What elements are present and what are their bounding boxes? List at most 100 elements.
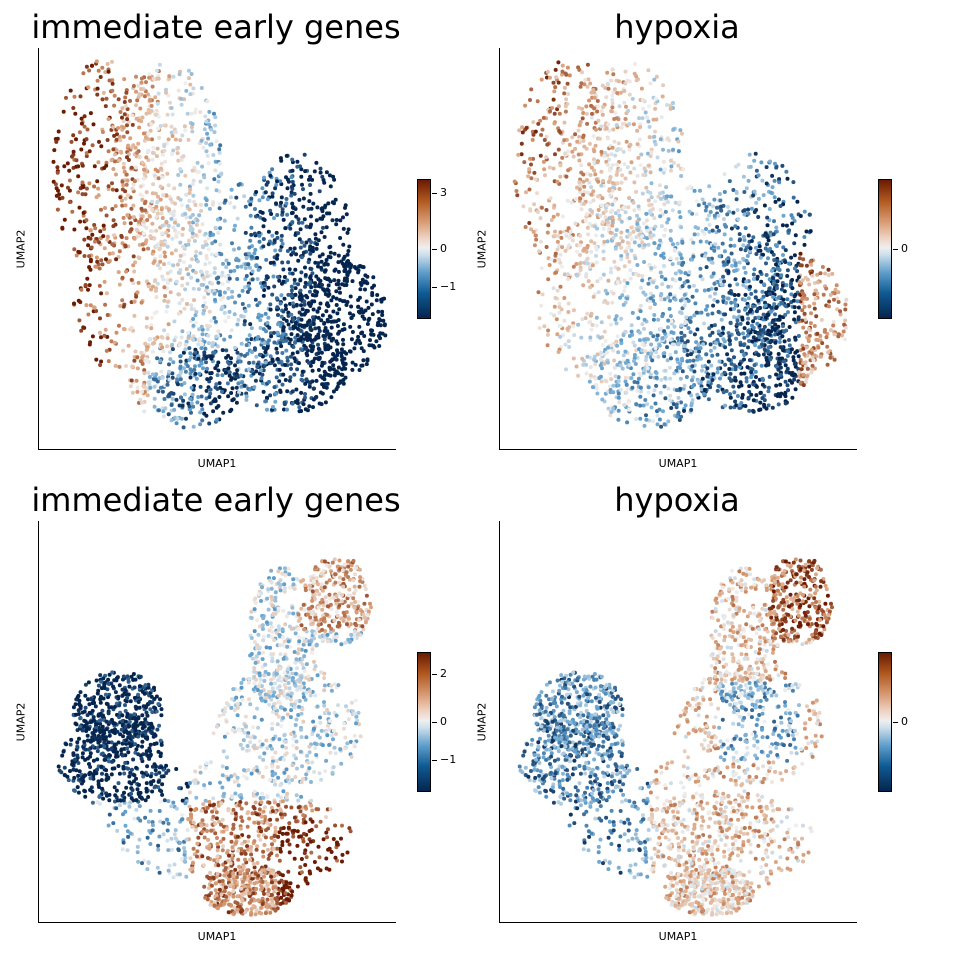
cell-point [715, 352, 720, 357]
cell-point [339, 351, 344, 356]
cell-point [229, 328, 234, 333]
cell-point [144, 324, 149, 329]
cell-point [635, 380, 640, 385]
cell-point [517, 128, 522, 133]
cell-point [167, 369, 172, 374]
cell-point [133, 349, 138, 354]
colorbar-tick-label: 0 [440, 242, 447, 255]
cell-point [154, 154, 159, 159]
cell-point [183, 212, 188, 217]
cell-point [275, 305, 280, 310]
cell-point [787, 261, 792, 266]
cell-point [82, 114, 87, 119]
cell-point [117, 158, 122, 163]
cell-point [303, 395, 307, 400]
cell-point [128, 384, 133, 389]
cell-point [552, 313, 557, 318]
cell-point [552, 304, 557, 309]
cell-point [240, 302, 245, 306]
cell-point [146, 131, 151, 136]
cell-point [121, 215, 126, 220]
cell-point [208, 376, 213, 381]
cell-point [635, 142, 640, 147]
cell-point [780, 283, 785, 288]
cell-point [639, 285, 643, 290]
cell-point [79, 121, 84, 126]
cell-point [632, 353, 637, 357]
cell-point [366, 318, 371, 323]
cell-point [614, 123, 619, 128]
cell-point [220, 348, 225, 353]
cell-point [678, 298, 683, 303]
cell-point [671, 242, 675, 247]
cell-point [105, 138, 110, 142]
cell-point [287, 378, 292, 383]
cell-point [263, 350, 268, 354]
cell-point [671, 147, 676, 152]
cell-point [785, 349, 790, 354]
cell-point [328, 184, 333, 189]
cell-point [350, 360, 355, 365]
cell-point [310, 247, 315, 252]
cell-point [792, 377, 797, 382]
cell-point [581, 111, 586, 115]
cell-point [82, 124, 87, 129]
cell-point [712, 197, 717, 202]
cell-point [194, 376, 199, 381]
cell-point [639, 152, 644, 157]
cell-point [539, 205, 544, 210]
cell-point [289, 332, 294, 337]
cell-point [699, 310, 704, 315]
cell-point [84, 186, 89, 191]
cell-point [732, 315, 736, 319]
cell-point [327, 367, 332, 372]
cell-point [268, 173, 273, 178]
cell-point [715, 370, 720, 375]
cell-point [278, 388, 283, 393]
cell-point [696, 342, 701, 347]
cell-point [557, 111, 562, 116]
cell-point [198, 422, 203, 427]
cell-point [303, 169, 308, 174]
cell-point [615, 169, 620, 174]
cell-point [746, 304, 751, 309]
cell-point [670, 262, 675, 267]
cell-point [230, 289, 235, 294]
cell-point [252, 385, 257, 390]
cell-point [346, 227, 351, 232]
cell-point [663, 167, 668, 172]
cell-point [145, 393, 150, 398]
cell-point [165, 244, 170, 249]
cell-point [185, 204, 190, 209]
cell-point [589, 192, 594, 197]
cell-point [612, 87, 617, 92]
cell-point [334, 387, 339, 392]
cell-point [242, 353, 247, 358]
cell-point [205, 99, 210, 104]
cell-point [126, 343, 131, 348]
cell-point [603, 150, 608, 155]
cell-point [112, 103, 117, 108]
cell-point [648, 170, 653, 175]
cell-point [544, 208, 549, 212]
cell-point [729, 348, 734, 353]
cell-point [359, 283, 364, 287]
cell-point [682, 383, 687, 388]
cell-point [142, 172, 147, 176]
cell-point [308, 327, 313, 332]
cell-point [183, 81, 188, 86]
cell-point [55, 170, 60, 175]
cell-point [757, 244, 762, 249]
cell-point [651, 317, 656, 322]
cell-point [666, 419, 671, 424]
cell-point [175, 151, 180, 156]
cell-point [154, 228, 159, 233]
cell-point [334, 282, 339, 287]
cell-point [715, 337, 720, 342]
cell-point [249, 196, 254, 201]
cell-point [577, 67, 582, 72]
cell-point [555, 239, 560, 244]
cell-point [802, 235, 807, 239]
cell-point [675, 241, 680, 246]
cell-point [120, 275, 125, 280]
